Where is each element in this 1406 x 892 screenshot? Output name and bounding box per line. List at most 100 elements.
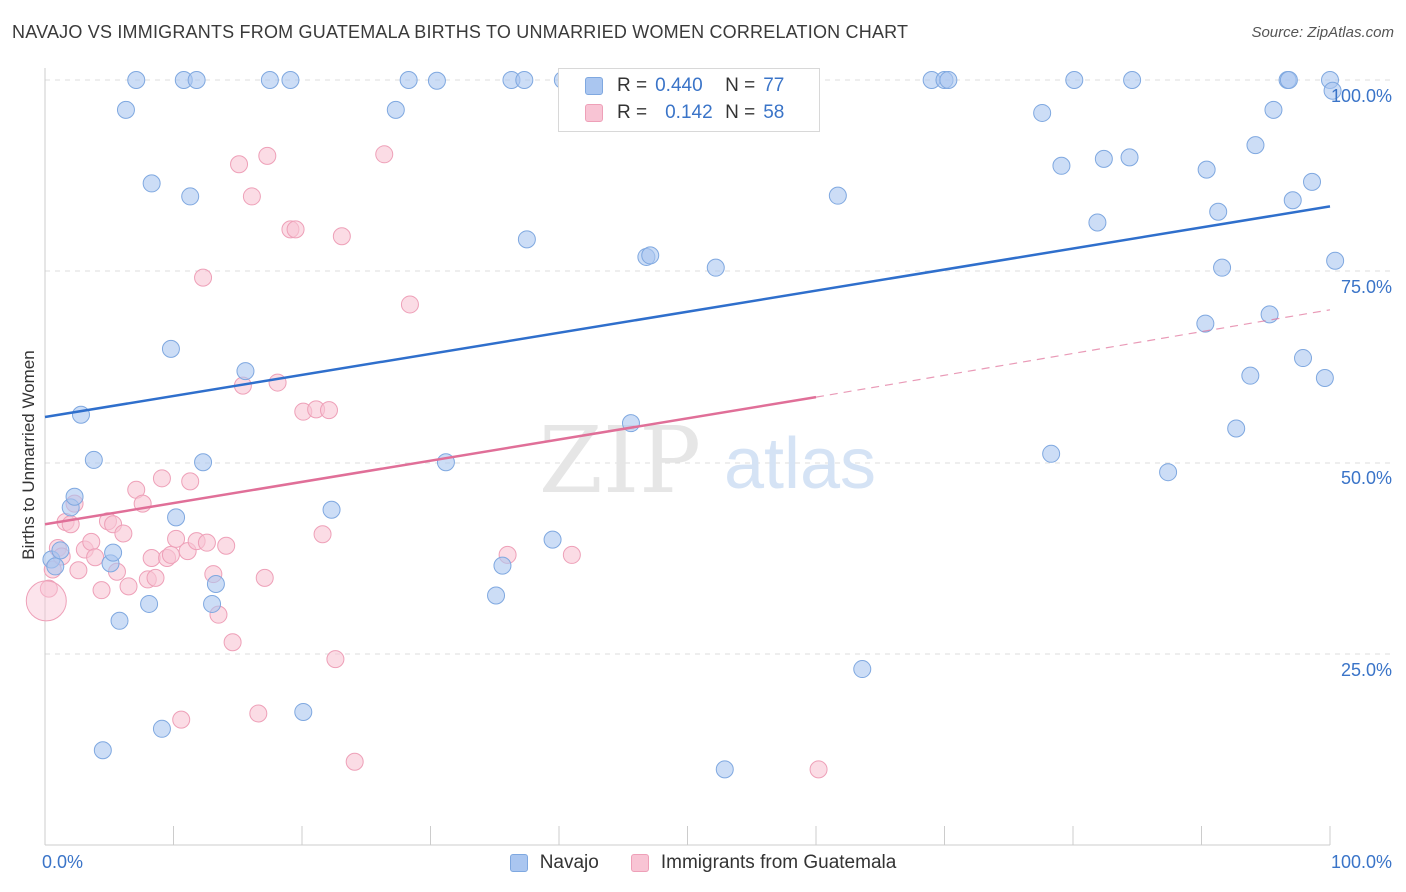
guatemala-point [230, 155, 249, 174]
navajo-point [127, 71, 146, 89]
navajo-point [1323, 81, 1342, 100]
navajo-point [51, 541, 70, 560]
stats-row-guatemala: R = 0.142 N = 58 [585, 101, 784, 125]
navajo-point [1294, 349, 1313, 368]
guatemala-point [562, 545, 581, 564]
guatemala-point [809, 760, 828, 779]
guatemala-point [194, 268, 213, 287]
navajo-point [65, 487, 84, 506]
navajo-point [46, 557, 65, 576]
r-label: R = [617, 75, 648, 96]
navajo-point [1227, 419, 1246, 438]
guatemala-point [319, 401, 338, 420]
watermark-zip: ZIP [539, 407, 701, 514]
navajo-point [517, 230, 536, 249]
y-tick-25: 25.0% [1340, 660, 1392, 680]
navajo-point [84, 450, 103, 469]
guatemala-point [249, 704, 268, 723]
chart-title: NAVAJO VS IMMIGRANTS FROM GUATEMALA BIRT… [12, 22, 909, 42]
navajo-point [1241, 366, 1260, 385]
stats-row-navajo: R = 0.440 N = 77 [585, 74, 784, 98]
r-label: R = [617, 102, 648, 123]
guatemala-point [223, 633, 242, 652]
guatemala-swatch [630, 854, 649, 872]
guatemala-point [217, 536, 236, 555]
guatemala-point [119, 577, 138, 596]
navajo-point [161, 339, 180, 358]
navajo-point [1246, 136, 1265, 155]
navajo-point [1260, 305, 1279, 324]
guatemala-point [181, 472, 200, 491]
navajo-point [1042, 444, 1061, 463]
x-axis-min-label: 0.0% [42, 852, 84, 872]
guatemala-point [313, 525, 332, 544]
navajo-point [104, 543, 123, 562]
y-tick-75: 75.0% [1340, 277, 1392, 297]
guatemala-point [197, 533, 216, 552]
navajo-point [715, 760, 734, 779]
navajo-point [853, 660, 872, 679]
guatemala-point [92, 581, 111, 600]
navajo-point [399, 71, 418, 89]
n-label: N = [725, 75, 756, 96]
legend-label-guatemala: Immigrants from Guatemala [660, 852, 897, 873]
navajo-swatch [585, 77, 603, 95]
navajo-point [1088, 213, 1107, 232]
guatemala-point [242, 187, 261, 206]
navajo-point [1065, 71, 1084, 89]
x-axis-max-label: 100.0% [1330, 852, 1392, 872]
series-legend: Navajo Immigrants from Guatemala [0, 852, 1406, 874]
navajo-point [1326, 251, 1345, 270]
navajo-point [1197, 160, 1216, 179]
navajo-point [1196, 314, 1215, 333]
guatemala-point [375, 145, 394, 164]
navajo-point [181, 187, 200, 206]
guatemala-point [345, 752, 364, 771]
guatemala-point [161, 545, 180, 564]
navajo-point [1159, 463, 1178, 482]
guatemala-point [286, 220, 305, 239]
navajo-point [152, 719, 171, 738]
n-value: 77 [763, 75, 785, 96]
navajo-point [641, 246, 660, 265]
navajo-point [1120, 148, 1139, 167]
guatemala-point [114, 524, 133, 543]
legend-item-guatemala: Immigrants from Guatemala [630, 852, 897, 874]
watermark-atlas: atlas [724, 424, 876, 504]
navajo-point [1315, 368, 1334, 387]
n-label: N = [725, 102, 756, 123]
guatemala-point [146, 568, 165, 587]
r-value: 0.440 [655, 75, 703, 96]
guatemala-trend-line [44, 395, 817, 526]
navajo-point [194, 453, 213, 472]
navajo-point [322, 500, 341, 519]
axes [44, 68, 1331, 846]
navajo-point [543, 530, 562, 549]
guatemala-point [142, 548, 161, 567]
navajo-point [1264, 100, 1283, 119]
navajo-point [1283, 191, 1302, 210]
navajo-point [939, 71, 958, 89]
navajo-point [167, 508, 186, 527]
n-value: 58 [763, 102, 785, 123]
navajo-point [142, 174, 161, 193]
navajo-point [206, 575, 225, 594]
watermark: ZIP atlas [539, 407, 876, 514]
navajo-point [203, 594, 222, 613]
navajo-point [1209, 202, 1228, 221]
navajo-point [515, 71, 534, 89]
guatemala-trend-extension [815, 309, 1331, 398]
navajo-point [187, 71, 206, 89]
guatemala-point [25, 580, 67, 622]
navajo-point [281, 71, 300, 89]
guatemala-point [255, 568, 274, 587]
navajo-point [236, 362, 255, 381]
navajo-point [427, 71, 446, 90]
navajo-point [260, 71, 279, 89]
navajo-point [93, 741, 112, 760]
guatemala-point [152, 469, 171, 488]
navajo-point [116, 100, 135, 119]
source-label: Source: ZipAtlas.com [1251, 24, 1394, 41]
navajo-swatch [509, 854, 528, 872]
